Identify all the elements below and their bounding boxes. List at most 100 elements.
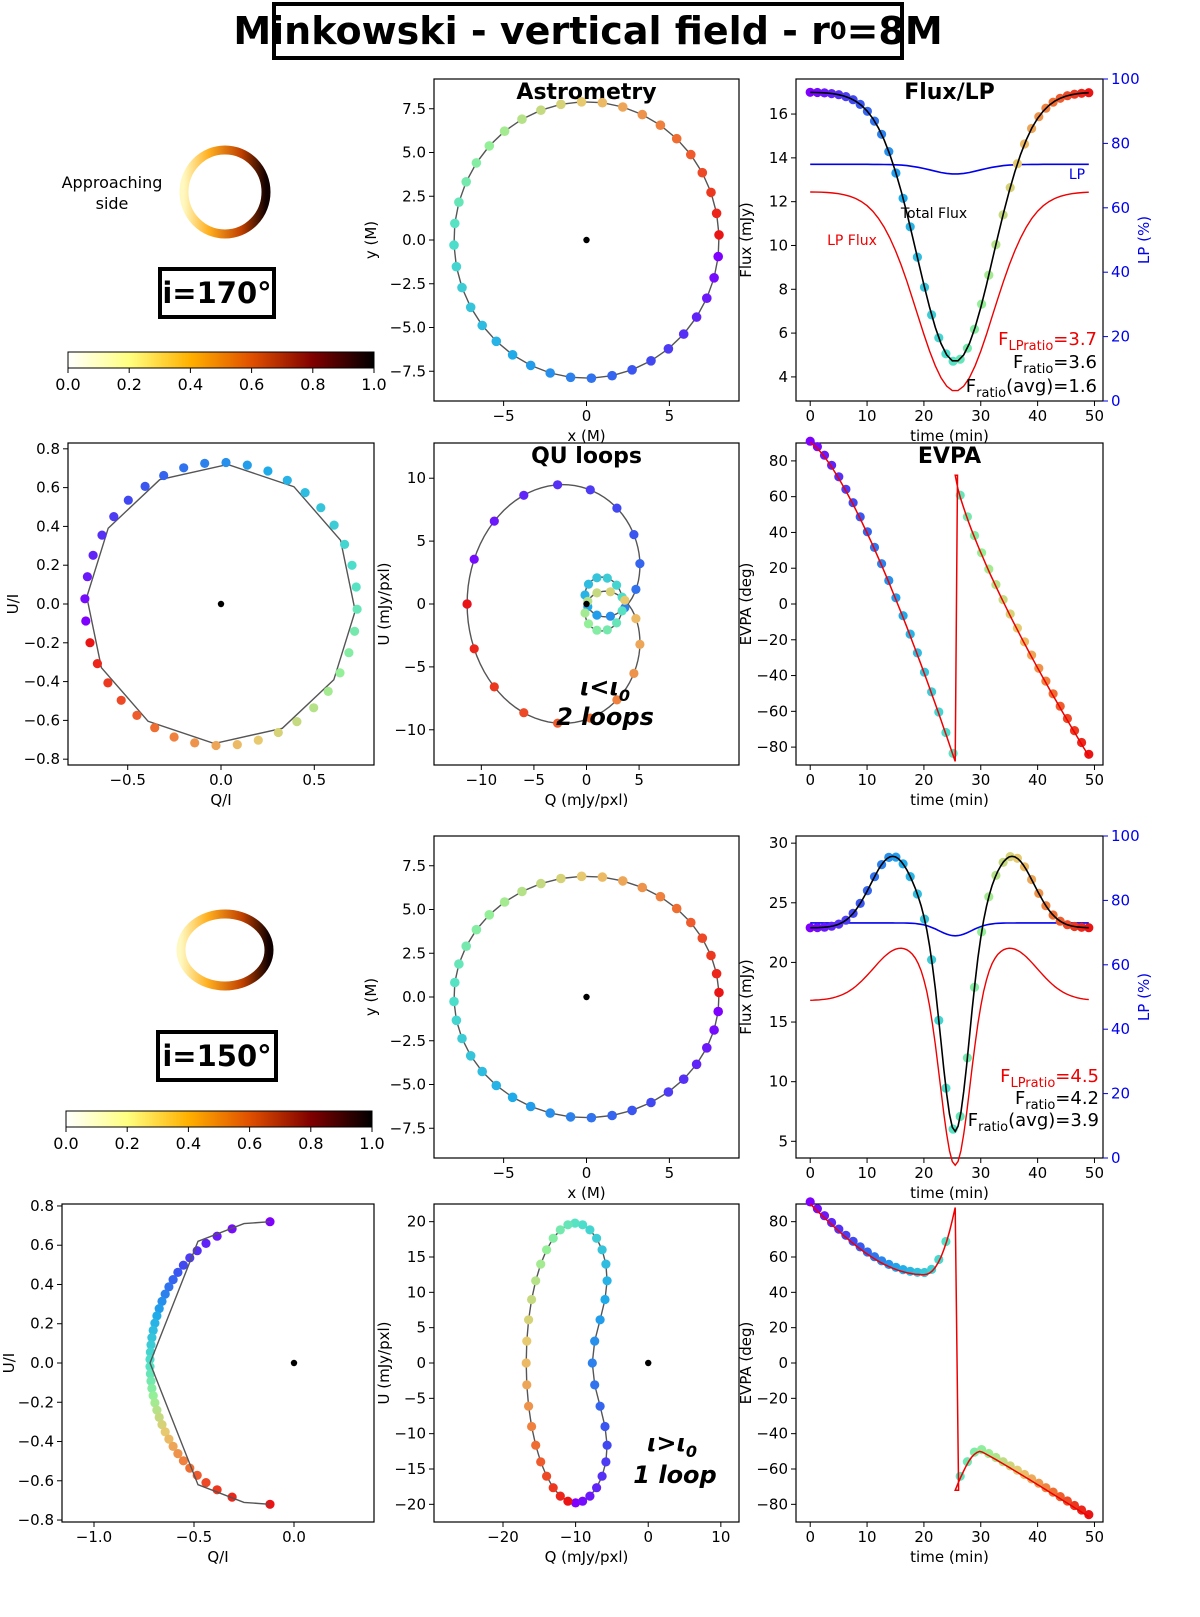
qu-point xyxy=(635,639,645,650)
polarization-point xyxy=(200,458,210,468)
y-tick-label: 25 xyxy=(769,894,788,912)
evpa-point xyxy=(848,1236,858,1246)
y-tick-label: 0 xyxy=(416,1354,426,1372)
chart-title: Astrometry xyxy=(516,80,656,105)
polarization-point xyxy=(179,463,189,473)
flux-ratio-sub: ratio xyxy=(1025,1098,1055,1113)
plot-frame xyxy=(795,78,1104,402)
polarization-point xyxy=(168,1275,178,1285)
plot-frame xyxy=(795,835,1104,1159)
approaching-label-line1: Approaching xyxy=(62,173,163,192)
qu-point xyxy=(522,1380,532,1390)
polarization-point xyxy=(164,1434,174,1444)
y-tick-label: −40 xyxy=(756,667,788,685)
polarization-point xyxy=(147,1383,157,1393)
y-tick-label: 10 xyxy=(407,1283,426,1301)
qu-point xyxy=(469,554,479,564)
y2-tick-label: 100 xyxy=(1111,827,1140,845)
y-axis-label: U/I xyxy=(4,594,22,614)
y-tick-label: 80 xyxy=(769,1213,788,1231)
qu-point xyxy=(522,1336,532,1346)
astrometry-chart-170: −5 0 5 −7.5 −5.0 −2.5 0.0 2.5 5.0 7.5 x (M) y (M) As… xyxy=(362,78,740,445)
y-tick-label: −40 xyxy=(756,1425,788,1443)
polarization-point xyxy=(148,1391,158,1401)
y-tick-label: 7.5 xyxy=(402,857,426,875)
orbit-point xyxy=(451,261,462,272)
y-tick-label: −2.5 xyxy=(390,1032,426,1050)
qu-point xyxy=(592,1483,602,1493)
y-axis-label: y (M) xyxy=(362,221,380,259)
x-tick-label: 50 xyxy=(1085,1528,1104,1546)
x-tick-label: 40 xyxy=(1028,1528,1047,1546)
colorbar-tick-label: 0.6 xyxy=(237,1134,262,1153)
y-tick-label: −0.6 xyxy=(18,1472,54,1490)
y-tick-label: 40 xyxy=(769,1283,788,1301)
x-axis-label: Q (mJy/pxl) xyxy=(545,1548,629,1566)
qu-point xyxy=(595,1401,605,1411)
polarization-point xyxy=(85,638,95,648)
y-tick-label: 40 xyxy=(769,523,788,541)
colorbar-gradient xyxy=(65,1110,373,1128)
loops-annotation-sub: 0 xyxy=(686,1442,697,1461)
orbit-point xyxy=(586,1112,597,1123)
qu-loops-chart-170: −10 −5 0 5 −10 −5 0 5 10 Q (mJy/pxl) U (mJy/pxl) QU… xyxy=(375,442,740,809)
orbit-point xyxy=(454,197,464,207)
orbit-point xyxy=(697,167,708,178)
y-tick-label: 60 xyxy=(769,488,788,506)
evpa-point xyxy=(1055,1492,1065,1502)
polarization-point xyxy=(201,1478,211,1488)
evpa-point xyxy=(827,1217,837,1228)
qu-point xyxy=(555,1491,565,1501)
polarization-point xyxy=(80,594,90,604)
evpa-point xyxy=(969,1447,980,1457)
title-subscript: 0 xyxy=(829,17,847,45)
polarization-point xyxy=(335,668,345,678)
flux-lp-ratio-sub: LPratio xyxy=(1010,1076,1055,1091)
polarization-point xyxy=(282,475,292,485)
orbit-point xyxy=(709,273,719,283)
qu-point xyxy=(590,1380,600,1390)
x-tick-label: 40 xyxy=(1028,407,1047,425)
y-tick-label: −20 xyxy=(756,631,788,649)
colorbar-tick-label: 0.2 xyxy=(116,375,141,394)
evpa-point xyxy=(991,1452,1001,1463)
orbit-point xyxy=(713,251,723,262)
figure-title: Minkowski - vertical field - r 0 =8M xyxy=(233,2,943,60)
flux-ratio: Fratio=3.6 xyxy=(1013,352,1097,377)
orbit-point xyxy=(713,1006,723,1017)
flux-lp-ratio-sub: LPratio xyxy=(1008,339,1053,354)
y2-tick-label: 60 xyxy=(1111,199,1130,217)
flux-ratio-main: F xyxy=(1013,352,1023,373)
evpa-point xyxy=(1062,1496,1072,1506)
qu-point xyxy=(489,516,499,526)
evpa-point xyxy=(884,1259,894,1269)
y-tick-label: 0.0 xyxy=(402,231,426,249)
colorbar-tick-label: 0.2 xyxy=(114,1134,139,1153)
orbit-point xyxy=(517,886,527,897)
evpa-point xyxy=(927,1264,937,1274)
colorbar-tick-label: 0.4 xyxy=(176,1134,201,1153)
qu-point xyxy=(585,713,595,723)
qu-point xyxy=(605,587,616,597)
qu-point xyxy=(553,480,563,490)
qu-point xyxy=(600,1294,610,1305)
colorbar-tick-label: 0.8 xyxy=(298,1134,323,1153)
polarization-point xyxy=(329,520,339,530)
qu-point xyxy=(580,608,590,618)
y-tick-label: −60 xyxy=(756,1460,788,1478)
orbit-point xyxy=(597,97,608,108)
qu-point xyxy=(531,1440,541,1450)
qu-point xyxy=(600,1421,610,1432)
orbit-point xyxy=(491,1080,502,1091)
orbit-point xyxy=(697,933,708,943)
qu-point xyxy=(527,1421,537,1432)
orbit-point xyxy=(565,372,576,383)
x-tick-label: −10 xyxy=(560,1528,592,1546)
polarization-point xyxy=(123,495,133,505)
flux-lp-ratio-main: F xyxy=(1000,1066,1010,1087)
y-tick-label: 0 xyxy=(778,595,788,613)
approaching-label-line2: side xyxy=(96,194,129,213)
y-tick-label: 2.5 xyxy=(402,944,426,962)
orbit-point xyxy=(565,1112,576,1122)
x-tick-label: 20 xyxy=(914,1528,933,1546)
